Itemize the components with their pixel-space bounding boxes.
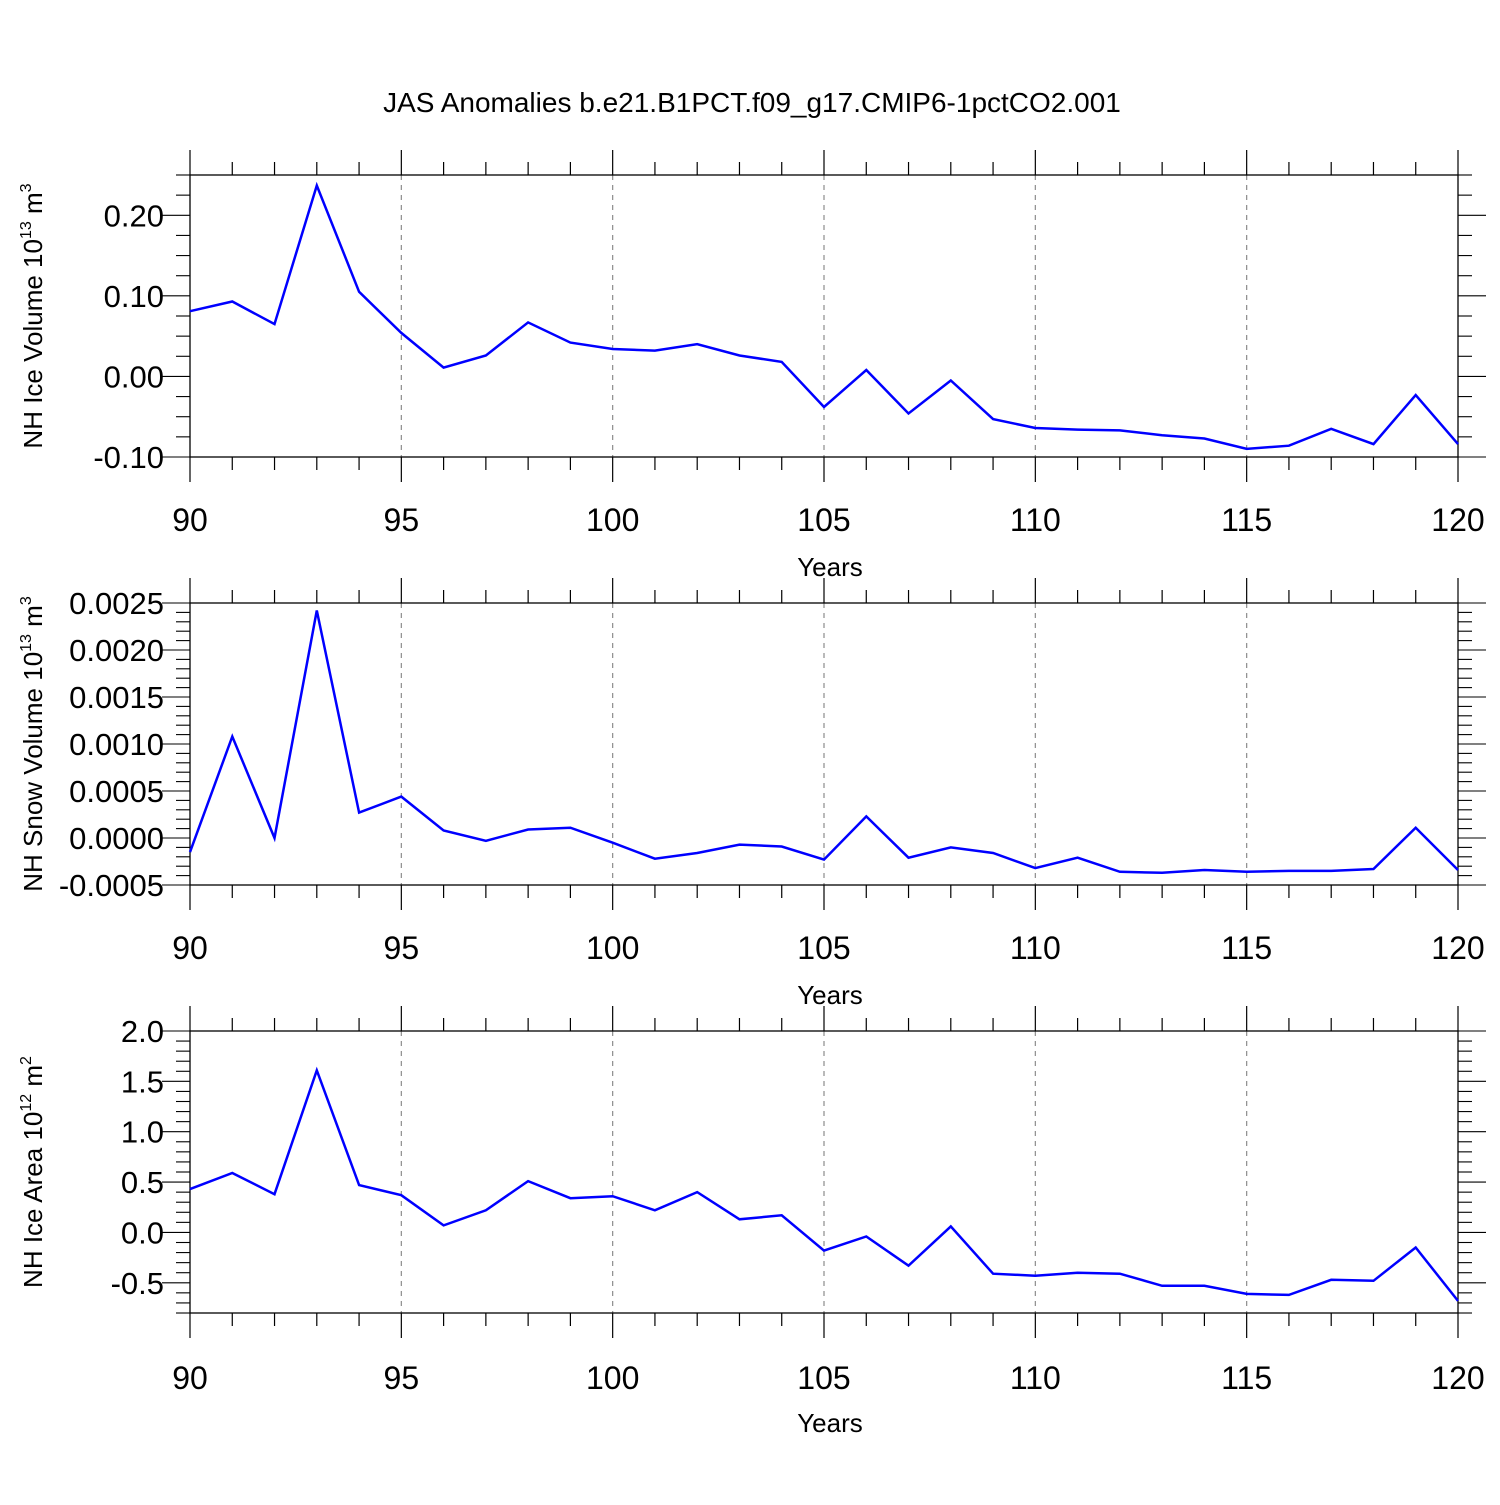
y-tick-label: 1.5 xyxy=(121,1064,164,1099)
y-tick-label: 0.0010 xyxy=(69,727,164,762)
y-axis-title-exponent: 12 xyxy=(18,1094,35,1112)
x-tick-label: 115 xyxy=(1221,1360,1272,1396)
x-tick-label: 120 xyxy=(1431,502,1484,538)
x-tick-label: 120 xyxy=(1431,930,1484,966)
x-tick-label: 95 xyxy=(384,502,420,538)
y-axis-title: NH Ice Volume 1013 m3 xyxy=(18,183,48,448)
x-tick-label: 110 xyxy=(1010,930,1061,966)
y-tick-label: 0.0020 xyxy=(69,633,164,668)
y-axis-title: NH Ice Area 1012 m2 xyxy=(18,1056,48,1288)
y-axis-title-exponent: 13 xyxy=(18,634,35,652)
x-tick-label: 105 xyxy=(797,1360,850,1396)
y-tick-label: 2.0 xyxy=(121,1014,164,1049)
y-axis-title-unit: m xyxy=(18,1065,48,1094)
x-axis-title: Years xyxy=(797,552,863,582)
x-tick-label: 90 xyxy=(172,930,208,966)
y-axis-title: NH Snow Volume 1013 m3 xyxy=(18,596,48,892)
y-tick-label: 0.10 xyxy=(104,279,164,314)
x-tick-label: 100 xyxy=(586,502,639,538)
y-tick-label: 0.0015 xyxy=(69,680,164,715)
x-tick-label: 100 xyxy=(586,1360,639,1396)
x-tick-label: 95 xyxy=(384,930,420,966)
series-line xyxy=(189,1066,1459,1302)
y-axis-title-exponent: 13 xyxy=(18,221,35,239)
y-tick-label: 0.0025 xyxy=(69,586,164,621)
y-tick-label: 0.0000 xyxy=(69,821,164,856)
series-line xyxy=(189,181,1459,451)
series-line xyxy=(188,610,1459,875)
x-tick-label: 90 xyxy=(172,502,208,538)
x-tick-label: 105 xyxy=(797,502,850,538)
x-axis-title: Years xyxy=(797,1408,863,1438)
x-axis-title: Years xyxy=(797,980,863,1010)
y-tick-label: 0.5 xyxy=(121,1165,164,1200)
x-tick-label: 110 xyxy=(1010,502,1061,538)
y-tick-label: 0.20 xyxy=(104,198,164,233)
y-tick-label: 0.00 xyxy=(104,359,164,394)
x-tick-label: 120 xyxy=(1431,1360,1484,1396)
x-tick-label: 110 xyxy=(1010,1360,1061,1396)
y-tick-label: -0.10 xyxy=(93,440,164,475)
x-tick-label: 115 xyxy=(1221,502,1272,538)
y-tick-label: 0.0005 xyxy=(69,774,164,809)
x-tick-label: 95 xyxy=(384,1360,420,1396)
x-tick-label: 105 xyxy=(797,930,850,966)
panel-3: 90 95 100 105 110 115 120 -0.5 0.0 0.5 1.0 1.5 2.0 Ye… xyxy=(18,1006,1486,1438)
y-axis-title-unit-exponent: 2 xyxy=(18,1056,35,1065)
y-axis-title-unit-exponent: 3 xyxy=(18,596,35,605)
y-axis-title-unit: m xyxy=(18,605,48,634)
y-tick-label: 1.0 xyxy=(121,1115,164,1150)
y-axis-title-unit: m xyxy=(18,192,48,221)
y-axis-title-text: NH Ice Area 10 xyxy=(18,1112,48,1288)
x-tick-label: 115 xyxy=(1221,930,1272,966)
figure-title: JAS Anomalies b.e21.B1PCT.f09_g17.CMIP6-… xyxy=(383,87,1121,118)
y-tick-label: 0.0 xyxy=(121,1215,164,1250)
y-tick-label: -0.5 xyxy=(111,1266,164,1301)
x-tick-label: 100 xyxy=(586,930,639,966)
y-tick-label: -0.0005 xyxy=(59,868,164,903)
x-tick-label: 90 xyxy=(172,1360,208,1396)
y-axis-title-unit-exponent: 3 xyxy=(18,183,35,192)
y-axis-title-text: NH Snow Volume 10 xyxy=(18,652,48,892)
y-axis-title-text: NH Ice Volume 10 xyxy=(18,239,48,449)
panel-2: 90 95 100 105 110 115 120 -0.0005 0.0000 0.0005 0.… xyxy=(18,578,1486,1010)
panel-1: 90 95 100 105 110 115 120 -0.10 0.00 0.10 0.20 Year… xyxy=(18,150,1486,582)
